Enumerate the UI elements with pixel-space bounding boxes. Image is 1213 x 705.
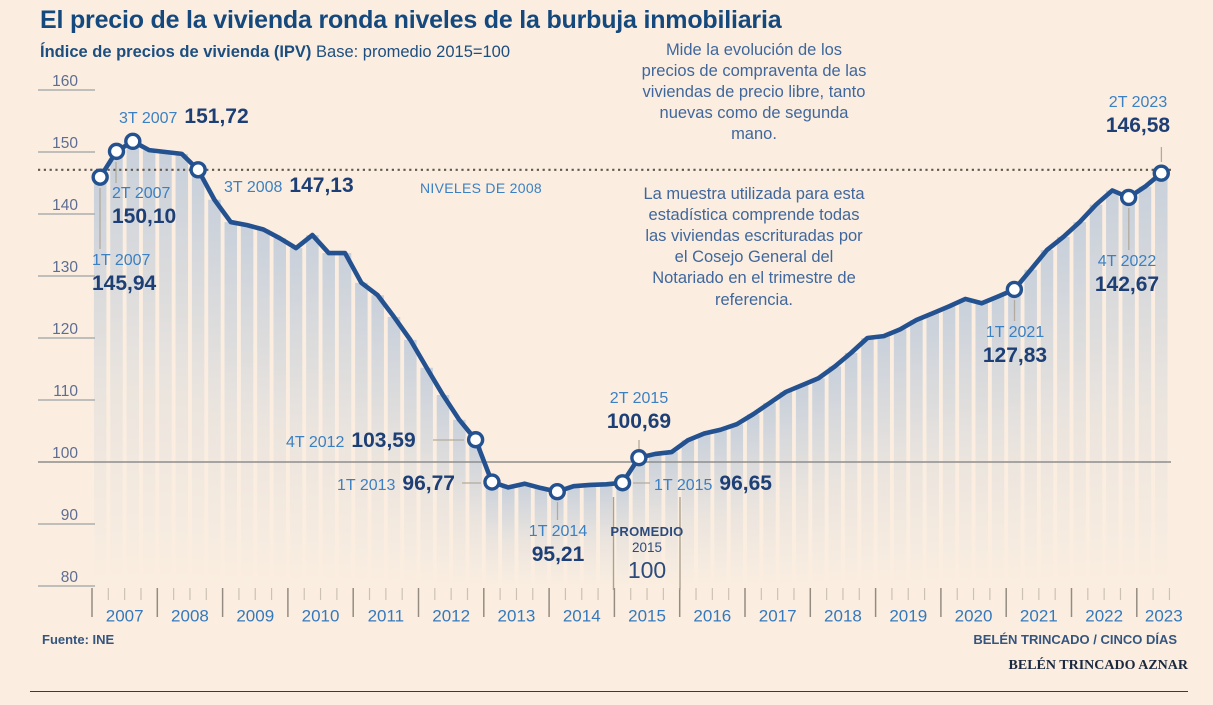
svg-text:2023: 2023 bbox=[1145, 607, 1183, 626]
svg-text:2014: 2014 bbox=[563, 607, 601, 626]
svg-text:2015: 2015 bbox=[628, 607, 666, 626]
svg-text:2007: 2007 bbox=[106, 607, 144, 626]
promedio-value: 100 bbox=[627, 557, 667, 583]
svg-text:160: 160 bbox=[52, 73, 78, 90]
svg-text:2012: 2012 bbox=[432, 607, 470, 626]
annotation-sample: La muestra utilizada para esta estadísti… bbox=[643, 185, 865, 309]
svg-text:90: 90 bbox=[61, 507, 79, 524]
promedio-word: PROMEDIO bbox=[610, 524, 684, 539]
svg-text:110: 110 bbox=[53, 383, 78, 400]
svg-text:2008: 2008 bbox=[171, 607, 209, 626]
svg-text:2022: 2022 bbox=[1085, 607, 1123, 626]
svg-text:100: 100 bbox=[52, 445, 78, 462]
svg-text:2013: 2013 bbox=[498, 607, 536, 626]
graphic-credit: BELÉN TRINCADO / CINCO DÍAS bbox=[973, 632, 1177, 647]
axes-and-ticks: 160 150 140 130 120 110 100 90 80 2007 2008 2009 201… bbox=[38, 73, 1183, 626]
svg-text:2018: 2018 bbox=[824, 607, 862, 626]
author-byline: BELÉN TRINCADO AZNAR bbox=[1008, 658, 1188, 673]
svg-text:130: 130 bbox=[52, 259, 78, 276]
page-title: El precio de la vivienda ronda niveles d… bbox=[40, 6, 782, 34]
svg-text:2019: 2019 bbox=[889, 607, 927, 626]
bottom-divider bbox=[30, 691, 1188, 692]
subtitle-base-note: Base: promedio 2015=100 bbox=[316, 43, 511, 61]
annotation-definition: Mide la evolución de los precios de comp… bbox=[641, 41, 867, 144]
svg-text:2020: 2020 bbox=[955, 607, 993, 626]
leader-lines bbox=[99, 147, 1163, 590]
reference-line-label: NIVELES DE 2008 bbox=[420, 180, 543, 196]
quarterly-bars bbox=[93, 141, 1168, 589]
svg-text:120: 120 bbox=[52, 321, 78, 338]
svg-text:2011: 2011 bbox=[368, 607, 405, 626]
promedio-year: 2015 bbox=[631, 540, 663, 555]
svg-text:2021: 2021 bbox=[1020, 607, 1058, 626]
baseline-2015-label: PROMEDIO 2015 100 bbox=[610, 524, 683, 584]
svg-text:2017: 2017 bbox=[759, 607, 797, 626]
svg-text:2016: 2016 bbox=[693, 607, 731, 626]
svg-text:140: 140 bbox=[52, 197, 78, 214]
ipv-series-line bbox=[97, 139, 1164, 494]
svg-text:2009: 2009 bbox=[236, 607, 274, 626]
source-note: Fuente: INE bbox=[42, 632, 115, 647]
svg-text:80: 80 bbox=[61, 569, 79, 586]
svg-text:2010: 2010 bbox=[302, 607, 340, 626]
highlighted-point-markers bbox=[91, 132, 1170, 501]
subtitle-index-name: Índice de precios de vivienda (IPV) bbox=[40, 43, 312, 61]
chart-subtitle: Índice de precios de vivienda (IPV) Base… bbox=[40, 43, 510, 62]
svg-text:150: 150 bbox=[52, 135, 78, 152]
